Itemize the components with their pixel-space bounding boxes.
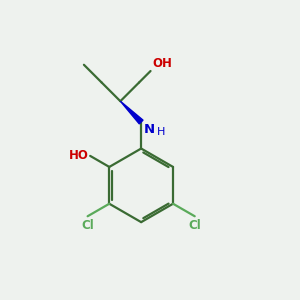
Text: OH: OH — [152, 57, 172, 70]
Text: N: N — [143, 124, 155, 136]
Text: Cl: Cl — [81, 219, 94, 232]
Text: Cl: Cl — [188, 219, 201, 232]
Text: HO: HO — [69, 149, 89, 162]
Text: H: H — [157, 127, 165, 137]
Polygon shape — [120, 101, 143, 124]
